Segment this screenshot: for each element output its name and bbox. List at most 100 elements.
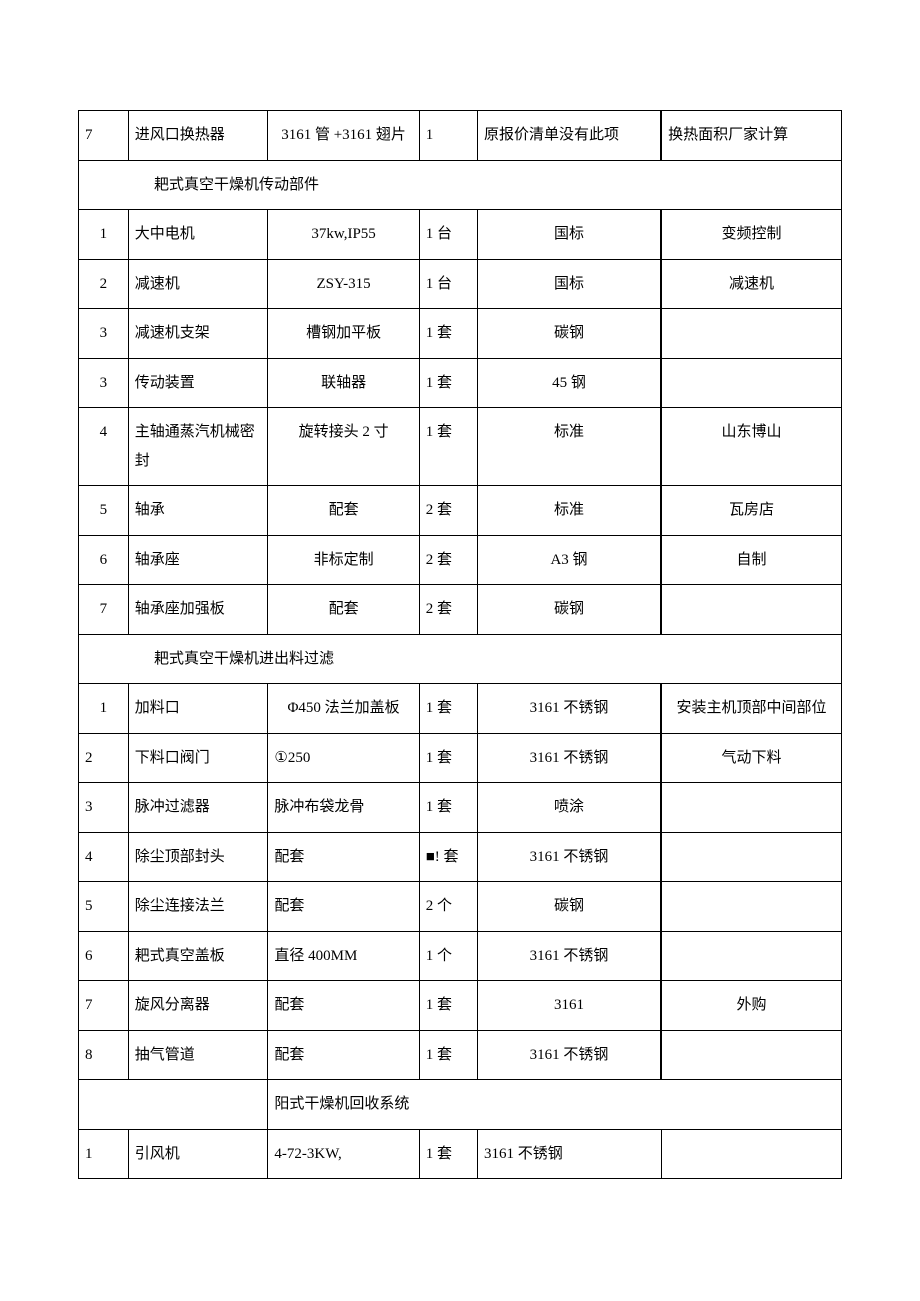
section-header-label: 耙式真空干燥机进出料过滤 — [79, 634, 842, 684]
cell-spec: 3161 管 +3161 翅片 — [268, 111, 419, 161]
table-row: 1大中电机37kw,IP551 台国标变频控制 — [79, 210, 842, 260]
cell-spec: 槽钢加平板 — [268, 309, 419, 359]
cell-remark — [662, 832, 842, 882]
cell-num: 8 — [79, 1030, 129, 1080]
cell-name: 脉冲过滤器 — [128, 783, 268, 833]
section-header: 耙式真空干燥机进出料过滤 — [79, 634, 842, 684]
cell-remark — [662, 1129, 842, 1179]
cell-num: 1 — [79, 210, 129, 260]
cell-spec: ZSY-315 — [268, 259, 419, 309]
cell-remark: 减速机 — [662, 259, 842, 309]
cell-spec: 配套 — [268, 981, 419, 1031]
table-row: 2减速机ZSY-3151 台国标减速机 — [79, 259, 842, 309]
cell-name: 进风口换热器 — [128, 111, 268, 161]
table-row: 5除尘连接法兰配套2 个碳钢 — [79, 882, 842, 932]
cell-num: 5 — [79, 882, 129, 932]
table-row: 7轴承座加强板配套2 套碳钢 — [79, 585, 842, 635]
table-row: 1引风机4-72-3KW,1 套3161 不锈钢 — [79, 1129, 842, 1179]
cell-qty: 1 台 — [419, 210, 477, 260]
cell-spec: 旋转接头 2 寸 — [268, 408, 419, 486]
cell-remark: 瓦房店 — [662, 486, 842, 536]
cell-qty: 1 套 — [419, 1030, 477, 1080]
cell-remark: 山东博山 — [662, 408, 842, 486]
cell-spec: 37kw,IP55 — [268, 210, 419, 260]
cell-num: 7 — [79, 981, 129, 1031]
table-row: 2下料口阀门①2501 套3161 不锈钢气动下料 — [79, 733, 842, 783]
cell-name: 下料口阀门 — [128, 733, 268, 783]
cell-material: 碳钢 — [477, 882, 660, 932]
cell-remark: 气动下料 — [662, 733, 842, 783]
cell-name: 轴承 — [128, 486, 268, 536]
cell-name: 引风机 — [128, 1129, 268, 1179]
cell-qty: 1 套 — [419, 733, 477, 783]
cell-material: 3161 不锈钢 — [477, 684, 660, 734]
cell-num: 4 — [79, 408, 129, 486]
table-row: 3传动装置联轴器1 套45 钢 — [79, 358, 842, 408]
cell-qty: 1 个 — [419, 931, 477, 981]
cell-material: 标准 — [477, 486, 660, 536]
table-row: 7旋风分离器配套1 套3161外购 — [79, 981, 842, 1031]
cell-material: A3 钢 — [477, 535, 660, 585]
cell-spec: 联轴器 — [268, 358, 419, 408]
cell-material: 3161 不锈钢 — [477, 733, 660, 783]
cell-qty: 2 套 — [419, 535, 477, 585]
cell-remark — [662, 1030, 842, 1080]
table-row: 1加料口Φ450 法兰加盖板1 套3161 不锈钢安装主机顶部中间部位 — [79, 684, 842, 734]
cell-remark — [662, 358, 842, 408]
table-row: 3脉冲过滤器脉冲布袋龙骨1 套喷涂 — [79, 783, 842, 833]
cell-remark — [662, 585, 842, 635]
cell-num: 6 — [79, 535, 129, 585]
cell-remark: 安装主机顶部中间部位 — [662, 684, 842, 734]
cell-name: 除尘连接法兰 — [128, 882, 268, 932]
table-row: 4除尘顶部封头配套■! 套3161 不锈钢 — [79, 832, 842, 882]
section-header: 阳式干燥机回收系统 — [79, 1080, 842, 1130]
cell-name: 耙式真空盖板 — [128, 931, 268, 981]
table-row: 8抽气管道配套1 套3161 不锈钢 — [79, 1030, 842, 1080]
cell-qty: 2 套 — [419, 486, 477, 536]
cell-qty: 1 套 — [419, 981, 477, 1031]
cell-name: 轴承座 — [128, 535, 268, 585]
table-row: 6耙式真空盖板直径 400MM1 个3161 不锈钢 — [79, 931, 842, 981]
cell-num: 3 — [79, 309, 129, 359]
table-row: 3减速机支架槽钢加平板1 套碳钢 — [79, 309, 842, 359]
cell-spec: 直径 400MM — [268, 931, 419, 981]
cell-name: 减速机支架 — [128, 309, 268, 359]
cell-qty: 1 套 — [419, 309, 477, 359]
cell-qty: 1 套 — [419, 1129, 477, 1179]
cell-num: 3 — [79, 783, 129, 833]
cell-name: 轴承座加强板 — [128, 585, 268, 635]
cell-spec: Φ450 法兰加盖板 — [268, 684, 419, 734]
cell-name: 大中电机 — [128, 210, 268, 260]
cell-name: 主轴通蒸汽机械密封 — [128, 408, 268, 486]
cell-material: 3161 — [477, 981, 660, 1031]
cell-qty: 1 套 — [419, 408, 477, 486]
section-header-label: 耙式真空干燥机传动部件 — [79, 160, 842, 210]
cell-qty: 2 个 — [419, 882, 477, 932]
cell-remark: 换热面积厂家计算 — [662, 111, 842, 161]
cell-material: 45 钢 — [477, 358, 660, 408]
cell-num: 7 — [79, 111, 129, 161]
cell-material: 3161 不锈钢 — [477, 832, 660, 882]
cell-spec: 4-72-3KW, — [268, 1129, 419, 1179]
cell-num: 3 — [79, 358, 129, 408]
cell-qty: 1 套 — [419, 358, 477, 408]
cell-num: 2 — [79, 733, 129, 783]
document-page: 7进风口换热器3161 管 +3161 翅片1原报价清单没有此项换热面积厂家计算… — [0, 0, 920, 1179]
cell-qty: 1 — [419, 111, 477, 161]
cell-material: 3161 不锈钢 — [477, 1030, 660, 1080]
table-row: 6轴承座非标定制2 套A3 钢自制 — [79, 535, 842, 585]
cell-num: 1 — [79, 1129, 129, 1179]
cell-spec: 配套 — [268, 486, 419, 536]
cell-material: 碳钢 — [477, 309, 660, 359]
cell-spec: 配套 — [268, 832, 419, 882]
cell-num: 4 — [79, 832, 129, 882]
section-header: 耙式真空干燥机传动部件 — [79, 160, 842, 210]
cell-spec: 配套 — [268, 585, 419, 635]
cell-num: 6 — [79, 931, 129, 981]
section-header-label: 阳式干燥机回收系统 — [268, 1080, 842, 1130]
cell-empty — [79, 1080, 268, 1130]
table-row: 4主轴通蒸汽机械密封旋转接头 2 寸1 套标准山东博山 — [79, 408, 842, 486]
cell-num: 5 — [79, 486, 129, 536]
cell-name: 加料口 — [128, 684, 268, 734]
cell-spec: ①250 — [268, 733, 419, 783]
